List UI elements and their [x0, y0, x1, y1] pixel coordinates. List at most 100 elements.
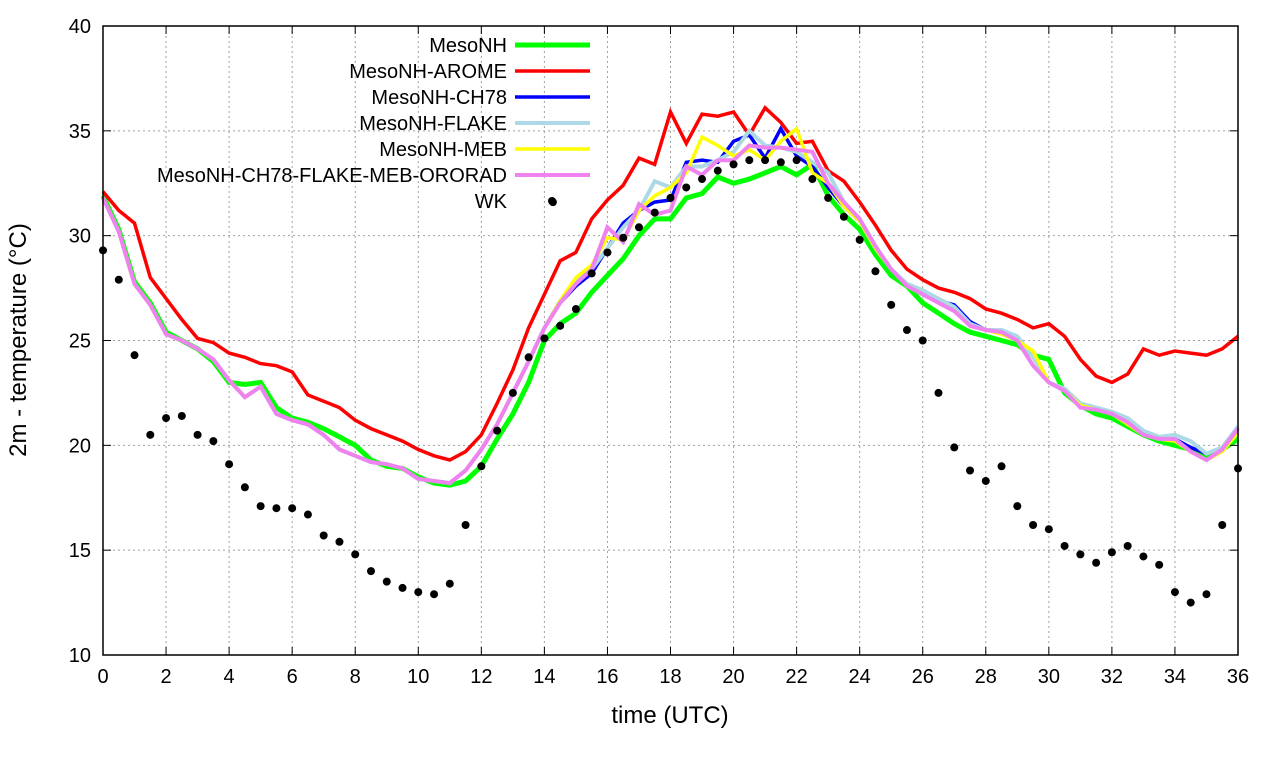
wk-point — [824, 193, 833, 202]
wk-point — [1186, 598, 1195, 607]
wk-point — [603, 248, 612, 257]
wk-point — [729, 160, 738, 169]
legend: MesoNH MesoNH-AROME MesoNH-CH78 MesoNH-FLAK… — [157, 35, 590, 213]
wk-point — [571, 305, 580, 314]
wk-point — [130, 351, 139, 360]
legend-label: MesoNH-FLAKE — [359, 113, 507, 135]
wk-point — [1155, 560, 1164, 569]
wk-point — [477, 462, 486, 471]
wk-point — [1092, 558, 1101, 567]
wk-point — [162, 414, 171, 423]
wk-point — [966, 466, 975, 475]
wk-point — [997, 462, 1006, 471]
wk-point — [398, 583, 407, 592]
wk-point — [146, 430, 155, 439]
x-tick-label: 36 — [1227, 666, 1249, 688]
wk-point — [556, 321, 565, 330]
wk-point — [666, 193, 675, 202]
wk-point — [776, 158, 785, 167]
wk-point — [934, 388, 943, 397]
wk-point — [839, 212, 848, 221]
legend-label: MesoNH-CH78 — [371, 87, 507, 109]
x-tick-label: 28 — [975, 666, 997, 688]
wk-point — [256, 502, 265, 511]
x-tick-label: 24 — [849, 666, 871, 688]
x-tick-label: 12 — [470, 666, 492, 688]
series-line-mesonh-arome — [101, 105, 1240, 462]
wk-point — [225, 460, 234, 469]
wk-point — [1013, 502, 1022, 511]
wk-point — [303, 510, 312, 519]
wk-point — [918, 336, 927, 345]
wk-point — [1060, 541, 1069, 550]
legend-swatch — [548, 197, 556, 205]
y-tick-label: 25 — [69, 331, 91, 353]
wk-point — [382, 577, 391, 586]
wk-point — [1044, 525, 1053, 534]
wk-point — [445, 579, 454, 588]
legend-label: MesoNH-MEB — [379, 139, 507, 161]
wk-point — [319, 531, 328, 540]
y-tick-label: 10 — [69, 645, 91, 667]
x-tick-label: 30 — [1038, 666, 1060, 688]
wk-point — [1218, 521, 1227, 530]
wk-point — [698, 175, 707, 184]
wk-point — [950, 443, 959, 452]
wk-point — [414, 588, 423, 597]
x-tick-label: 22 — [785, 666, 807, 688]
legend-label: MesoNH — [429, 35, 507, 57]
wk-point — [540, 334, 549, 343]
wk-point — [288, 504, 297, 513]
y-tick-label: 40 — [69, 16, 91, 38]
wk-point — [634, 223, 643, 232]
wk-point — [887, 300, 896, 309]
x-tick-label: 26 — [912, 666, 934, 688]
wk-point — [177, 411, 186, 420]
x-tick-label: 4 — [224, 666, 235, 688]
legend-label: MesoNH-CH78-FLAKE-MEB-ORORAD — [157, 165, 507, 187]
wk-point — [366, 567, 375, 576]
wk-point — [713, 166, 722, 175]
wk-point — [272, 504, 281, 513]
x-tick-label: 16 — [596, 666, 618, 688]
wk-point — [508, 388, 517, 397]
wk-point — [524, 353, 533, 362]
wk-observations — [99, 156, 1242, 607]
x-tick-label: 14 — [533, 666, 555, 688]
series-line-mesonh-ch78-flake-meb-ororad — [101, 143, 1240, 486]
wk-point — [808, 175, 817, 184]
wk-point — [240, 483, 249, 492]
wk-point — [461, 521, 470, 530]
wk-point — [335, 537, 344, 546]
x-tick-label: 6 — [287, 666, 298, 688]
wk-point — [587, 269, 596, 278]
wk-point — [1123, 541, 1132, 550]
wk-point — [619, 233, 628, 242]
wk-point — [1139, 552, 1148, 561]
wk-point — [792, 156, 801, 165]
wk-point — [761, 156, 770, 165]
grid — [103, 26, 1238, 655]
wk-point — [871, 267, 880, 276]
x-tick-label: 2 — [160, 666, 171, 688]
x-axis-label: time (UTC) — [611, 702, 728, 729]
x-tick-label: 0 — [97, 666, 108, 688]
wk-point — [1029, 521, 1038, 530]
legend-label: WK — [475, 191, 508, 213]
wk-point — [745, 156, 754, 165]
wk-point — [193, 430, 202, 439]
wk-point — [1170, 588, 1179, 597]
wk-point — [1107, 548, 1116, 557]
y-axis-label: 2m - temperature (°C) — [5, 223, 32, 457]
wk-point — [114, 275, 123, 284]
y-tick-label: 35 — [69, 121, 91, 143]
y-tick-label: 20 — [69, 435, 91, 457]
wk-point — [902, 326, 911, 335]
wk-point — [1076, 550, 1085, 559]
x-tick-label: 34 — [1164, 666, 1186, 688]
wk-point — [209, 437, 218, 446]
ticks: 0 2 4 6 8 10 12 14 16 18 20 22 24 26 28 30 32 34 361015202… — [69, 16, 1249, 688]
x-tick-label: 8 — [350, 666, 361, 688]
legend-label: MesoNH-AROME — [349, 61, 507, 83]
